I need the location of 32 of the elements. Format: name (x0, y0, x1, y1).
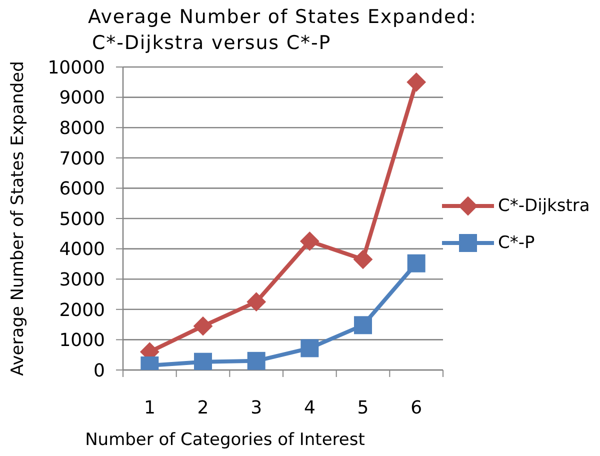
point (247, 352, 266, 370)
point (354, 316, 372, 334)
y-tick-label: 9000 (59, 88, 105, 109)
y-tick-label: 1000 (59, 330, 105, 352)
legend-label: C*-P (498, 232, 535, 252)
x-tick-label: 5 (357, 398, 369, 418)
point (246, 292, 266, 312)
x-tick-label: 2 (197, 398, 209, 418)
y-tick-label: 3000 (59, 269, 105, 290)
point (406, 72, 426, 92)
point (194, 352, 212, 370)
y-tick-label: 7000 (59, 148, 105, 170)
y-tick-label: 6000 (59, 178, 105, 200)
x-tick-label: 4 (304, 398, 316, 418)
chart-title: Average Number of States Expanded: C*-Dijkstra versus C*-P (88, 5, 477, 56)
y-tick-label: 5000 (59, 208, 105, 230)
point (300, 339, 319, 358)
legend-label: C*-Dijkstra (498, 196, 590, 216)
x-tick-label: 6 (410, 398, 422, 418)
point (354, 250, 372, 269)
x-tick-label: 1 (144, 398, 156, 418)
x-tick-label: 3 (250, 398, 262, 418)
y-tick-label: 10000 (48, 57, 105, 78)
y-tick-label: 8000 (59, 118, 105, 139)
point (407, 254, 426, 272)
point (300, 232, 320, 251)
y-axis-title: Average Number of States Expanded (8, 61, 28, 376)
y-tick-label: 4000 (59, 239, 105, 260)
point (194, 316, 212, 336)
y-tick-label: 2000 (59, 300, 105, 321)
y-tick-label: 0 (94, 360, 105, 382)
x-axis-title: Number of Categories of Interest (85, 430, 366, 450)
